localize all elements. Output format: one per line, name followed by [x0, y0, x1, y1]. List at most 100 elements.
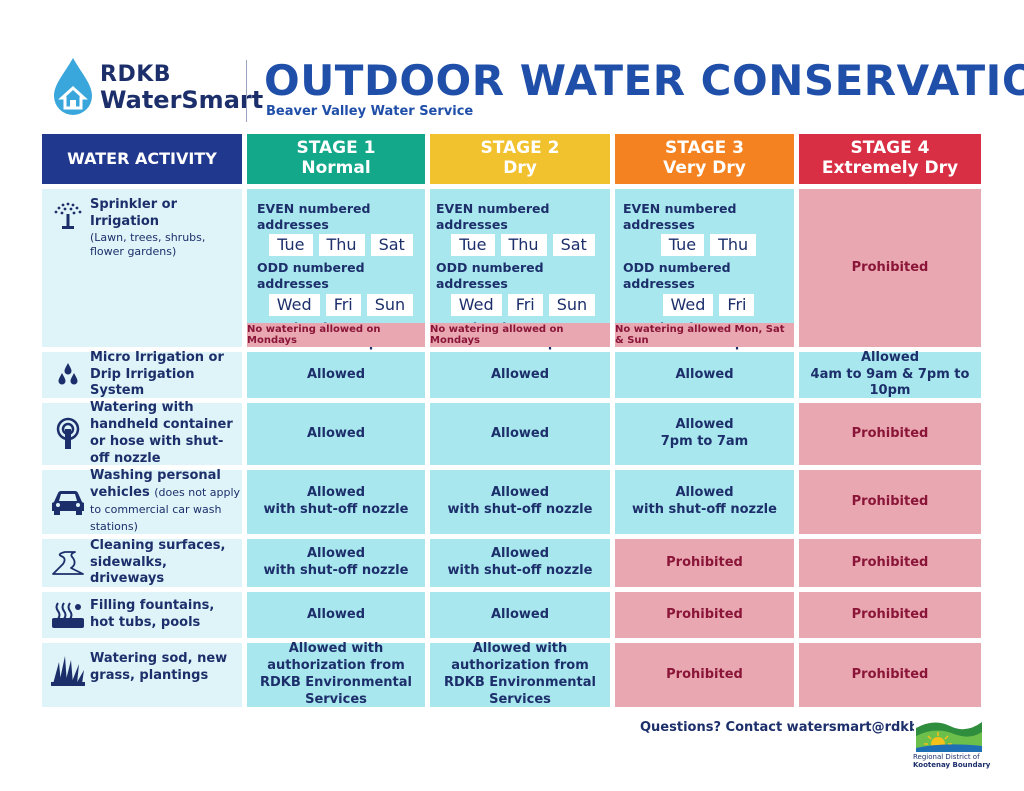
activity-sprinkler: Sprinkler or Irrigation (Lawn, trees, sh… — [42, 189, 242, 347]
status-allowed: Allowed — [675, 485, 734, 501]
status-condition: with shut-off nozzle — [263, 563, 409, 578]
day-chip: Tue — [451, 234, 495, 257]
activity-filling-fountains: Filling fountains, hot tubs, pools — [42, 592, 242, 638]
logo-line2: WaterSmart — [100, 86, 264, 114]
activity-label: Filling fountains, hot tubs, pools — [90, 598, 215, 630]
status-prohibited: Prohibited — [851, 606, 929, 622]
fountains-stage2: Allowed — [430, 592, 610, 638]
logo-line1: RDKB — [100, 62, 172, 87]
activity-watering-sod: Watering sod, new grass, plantings — [42, 643, 242, 707]
activity-sprinkler-text: Sprinkler or Irrigation (Lawn, trees, sh… — [90, 189, 242, 259]
header-stage2: STAGE 2 Dry — [430, 134, 610, 184]
even-label: EVEN numbered addresses — [436, 201, 550, 232]
fountains-stage4: Prohibited — [799, 592, 981, 638]
page-title: OUTDOOR WATER CONSERVATION — [264, 56, 1024, 105]
status-allowed: Allowed — [490, 546, 550, 562]
odd-label: ODD numbered addresses — [623, 260, 731, 291]
rdkb-logo-text: Regional District of Kootenay Boundary — [913, 753, 990, 769]
hose-nozzle-icon — [50, 416, 86, 452]
header-water-activity: WATER ACTIVITY — [42, 134, 242, 184]
cleaning-stage4: Prohibited — [799, 539, 981, 587]
status-prohibited: Prohibited — [851, 554, 929, 570]
fountains-stage1: Allowed — [247, 592, 425, 638]
status-prohibited: Prohibited — [851, 259, 929, 275]
status-condition: with shut-off nozzle — [447, 563, 593, 578]
sprinkler-icon — [50, 197, 86, 233]
odd-days: Wed Fri — [623, 293, 794, 316]
status-allowed: Allowed — [306, 485, 366, 501]
car-icon — [50, 484, 86, 520]
even-days: Tue Thu Sat — [257, 234, 425, 257]
stage3-title: STAGE 3 — [665, 138, 744, 159]
status-condition: with shut-off nozzle — [447, 502, 593, 517]
activity-sprinkler-sub: (Lawn, trees, shrubs, flower gardens) — [90, 230, 206, 259]
activity-sub: (does not apply to commercial car wash s… — [90, 486, 241, 533]
status-prohibited: Prohibited — [666, 666, 743, 682]
day-chip: Fri — [325, 293, 361, 316]
status-allowed: Allowed with authorization from RDKB Env… — [443, 641, 597, 707]
header-divider — [246, 60, 247, 122]
micro-stage1: Allowed — [247, 352, 425, 398]
stage2-title: STAGE 2 — [480, 138, 560, 159]
sod-stage2: Allowed with authorization from RDKB Env… — [430, 641, 610, 707]
fountains-stage3: Prohibited — [615, 592, 794, 638]
day-chip: Sun — [548, 293, 596, 316]
page-subtitle: Beaver Valley Water Service — [266, 104, 474, 119]
day-chip: Fri — [507, 293, 543, 316]
sod-stage4: Prohibited — [799, 643, 981, 707]
status-allowed: Allowed — [675, 417, 734, 433]
rdkb-sun-logo — [914, 712, 984, 752]
stage3-subtitle: Very Dry — [663, 158, 746, 178]
status-allowed: Allowed with authorization from RDKB Env… — [259, 641, 413, 707]
day-chip: Sat — [552, 234, 595, 257]
sprinkler-stage4: Prohibited — [799, 189, 981, 347]
stage2-note: No watering allowed on Mondays — [430, 323, 610, 347]
sod-stage3: Prohibited — [615, 643, 794, 707]
header-stage4: STAGE 4 Extremely Dry — [799, 134, 981, 184]
stage1-subtitle: Normal — [301, 158, 371, 178]
handheld-stage1: Allowed — [247, 403, 425, 465]
status-allowed: Allowed — [675, 366, 734, 382]
status-allowed: Allowed — [306, 425, 366, 441]
day-chip: Tue — [269, 234, 313, 257]
even-days: Tue Thu — [623, 234, 794, 257]
water-drops-icon — [50, 357, 86, 393]
stage1-title: STAGE 1 — [296, 138, 376, 159]
header-stage1: STAGE 1 Normal — [247, 134, 425, 184]
status-prohibited: Prohibited — [851, 493, 929, 509]
status-allowed: Allowed — [490, 606, 550, 622]
status-allowed: Allowed — [490, 485, 550, 501]
day-chip: Wed — [450, 293, 502, 316]
status-prohibited: Prohibited — [851, 666, 929, 682]
sod-stage1: Allowed with authorization from RDKB Env… — [247, 641, 425, 707]
status-condition: with shut-off nozzle — [632, 502, 777, 517]
day-chip: Wed — [662, 293, 714, 316]
stage3-note: No watering allowed Mon, Sat & Sun — [615, 323, 794, 347]
activity-label: Washing personal vehicles — [90, 468, 221, 501]
cleaning-stage1: Allowed with shut-off nozzle — [247, 539, 425, 587]
handheld-stage3: Allowed 7pm to 7am — [615, 403, 794, 465]
rdkb-watersmart-logo: RDKB WaterSmart — [50, 56, 263, 120]
activity-micro-irrigation: Micro Irrigation or Drip Irrigation Syst… — [42, 350, 242, 398]
activity-washing-text: Washing personal vehicles (does not appl… — [90, 468, 242, 536]
status-prohibited: Prohibited — [666, 554, 743, 570]
washing-stage4: Prohibited — [799, 470, 981, 534]
status-allowed: Allowed — [490, 425, 550, 441]
even-label: EVEN numbered addresses — [257, 201, 371, 232]
cleaning-stage2: Allowed with shut-off nozzle — [430, 539, 610, 587]
odd-label: ODD numbered addresses — [257, 260, 365, 291]
contact-footer: Questions? Contact watersmart@rdkb.com — [640, 720, 954, 735]
sprinkler-stage2: EVEN numbered addresses Tue Thu Sat ODD … — [430, 189, 610, 366]
sprinkler-stage1: EVEN numbered addresses Tue Thu Sat ODD … — [247, 189, 425, 366]
odd-days: Wed Fri Sun — [257, 293, 425, 316]
micro-stage3: Allowed — [615, 352, 794, 398]
activity-cleaning-surfaces: Cleaning surfaces, sidewalks, driveways — [42, 538, 242, 587]
stage1-note: No watering allowed on Mondays — [247, 323, 425, 347]
header-stage3: STAGE 3 Very Dry — [615, 134, 794, 184]
rd-logo-line1: Regional District of — [913, 753, 980, 761]
odd-days: Wed Fri Sun — [436, 293, 610, 316]
micro-stage4: Allowed 4am to 9am & 7pm to 10pm — [799, 350, 981, 398]
stage2-subtitle: Dry — [503, 158, 537, 178]
day-chip: Tue — [660, 234, 705, 257]
day-chip: Sat — [370, 234, 413, 257]
